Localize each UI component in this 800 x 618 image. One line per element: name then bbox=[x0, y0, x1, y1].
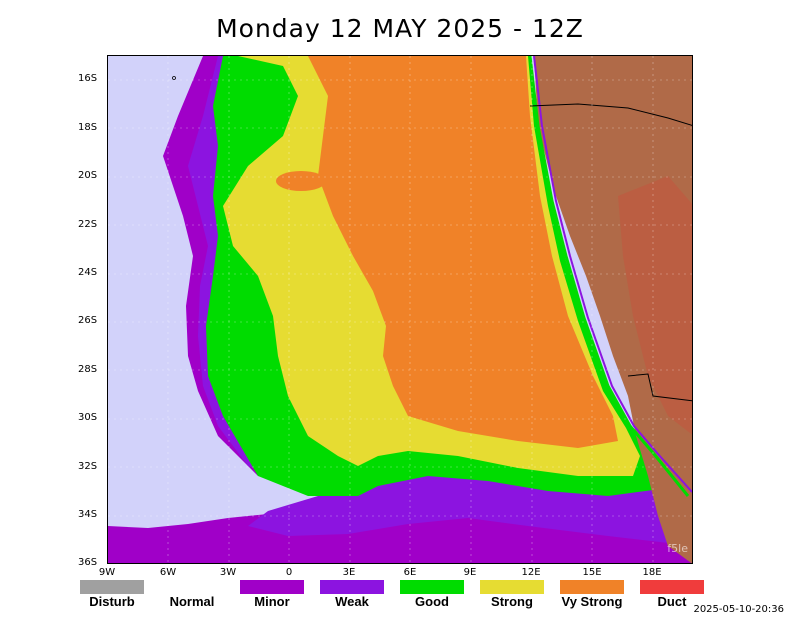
propagation-map: f5le bbox=[107, 55, 693, 564]
lon-label: 9E bbox=[463, 567, 477, 578]
coastal-duct bbox=[528, 56, 690, 497]
lat-label: 20S bbox=[78, 170, 98, 181]
coastal-weak bbox=[533, 56, 692, 493]
lon-label: 15E bbox=[582, 567, 602, 578]
legend-label: Duct bbox=[657, 594, 687, 609]
lat-label: 26S bbox=[78, 315, 98, 326]
legend-label: Strong bbox=[491, 594, 533, 609]
legend-label: Vy Strong bbox=[561, 594, 623, 609]
lon-label: 6W bbox=[159, 567, 177, 578]
lat-label: 32S bbox=[78, 461, 98, 472]
legend-swatch-weak bbox=[320, 580, 384, 594]
lat-label: 34S bbox=[78, 509, 98, 520]
legend-label: Good bbox=[415, 594, 449, 609]
legend-label: Minor bbox=[254, 594, 290, 609]
legend-swatch-disturb bbox=[80, 580, 144, 594]
island-marker bbox=[172, 76, 176, 80]
legend-swatch-duct bbox=[640, 580, 704, 594]
lon-label: 12E bbox=[521, 567, 541, 578]
lat-label: 36S bbox=[78, 557, 98, 568]
legend-label: Normal bbox=[169, 594, 215, 609]
lon-label: 0 bbox=[285, 567, 293, 578]
lat-label: 30S bbox=[78, 412, 98, 423]
country-border bbox=[627, 373, 692, 402]
lon-label: 18E bbox=[642, 567, 662, 578]
timestamp: 2025-05-10-20:36 bbox=[693, 604, 784, 615]
legend-swatch-normal bbox=[160, 580, 224, 594]
strong-patch bbox=[276, 171, 326, 191]
lon-label: 3E bbox=[342, 567, 356, 578]
lon-label: 3W bbox=[219, 567, 237, 578]
lat-label: 22S bbox=[78, 219, 98, 230]
graticule bbox=[108, 56, 692, 563]
lat-label: 24S bbox=[78, 267, 98, 278]
country-border bbox=[529, 103, 692, 126]
lat-label: 16S bbox=[78, 73, 98, 84]
map-title: Monday 12 MAY 2025 - 12Z bbox=[216, 14, 584, 43]
lat-label: 28S bbox=[78, 364, 98, 375]
legend-swatch-strong bbox=[480, 580, 544, 594]
lon-label: 9W bbox=[98, 567, 116, 578]
legend-label: Disturb bbox=[89, 594, 135, 609]
very-strong-region bbox=[308, 56, 618, 448]
legend-swatch-minor bbox=[240, 580, 304, 594]
legend-swatch-good bbox=[400, 580, 464, 594]
watermark: f5le bbox=[667, 542, 688, 555]
lat-label: 18S bbox=[78, 122, 98, 133]
lon-label: 6E bbox=[403, 567, 417, 578]
legend-swatch-vy-strong bbox=[560, 580, 624, 594]
legend-label: Weak bbox=[335, 594, 369, 609]
